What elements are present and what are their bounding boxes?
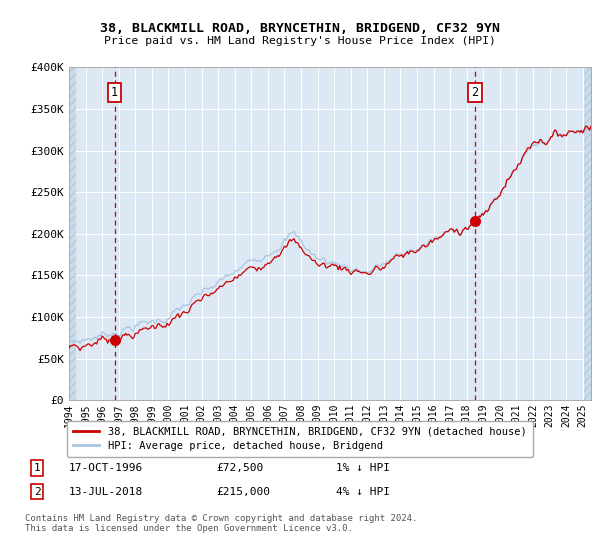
Text: Price paid vs. HM Land Registry's House Price Index (HPI): Price paid vs. HM Land Registry's House … — [104, 36, 496, 46]
Text: £215,000: £215,000 — [216, 487, 270, 497]
Text: £72,500: £72,500 — [216, 463, 263, 473]
Text: 1: 1 — [111, 86, 118, 99]
Text: Contains HM Land Registry data © Crown copyright and database right 2024.
This d: Contains HM Land Registry data © Crown c… — [25, 514, 418, 534]
Bar — [69, 67, 76, 400]
Text: 1% ↓ HPI: 1% ↓ HPI — [336, 463, 390, 473]
Text: 1: 1 — [34, 463, 41, 473]
Text: 13-JUL-2018: 13-JUL-2018 — [69, 487, 143, 497]
Text: 2: 2 — [472, 86, 479, 99]
Text: 38, BLACKMILL ROAD, BRYNCETHIN, BRIDGEND, CF32 9YN: 38, BLACKMILL ROAD, BRYNCETHIN, BRIDGEND… — [100, 22, 500, 35]
Bar — [584, 67, 591, 400]
Text: 4% ↓ HPI: 4% ↓ HPI — [336, 487, 390, 497]
Legend: 38, BLACKMILL ROAD, BRYNCETHIN, BRIDGEND, CF32 9YN (detached house), HPI: Averag: 38, BLACKMILL ROAD, BRYNCETHIN, BRIDGEND… — [67, 421, 533, 458]
Text: 2: 2 — [34, 487, 41, 497]
Text: 17-OCT-1996: 17-OCT-1996 — [69, 463, 143, 473]
